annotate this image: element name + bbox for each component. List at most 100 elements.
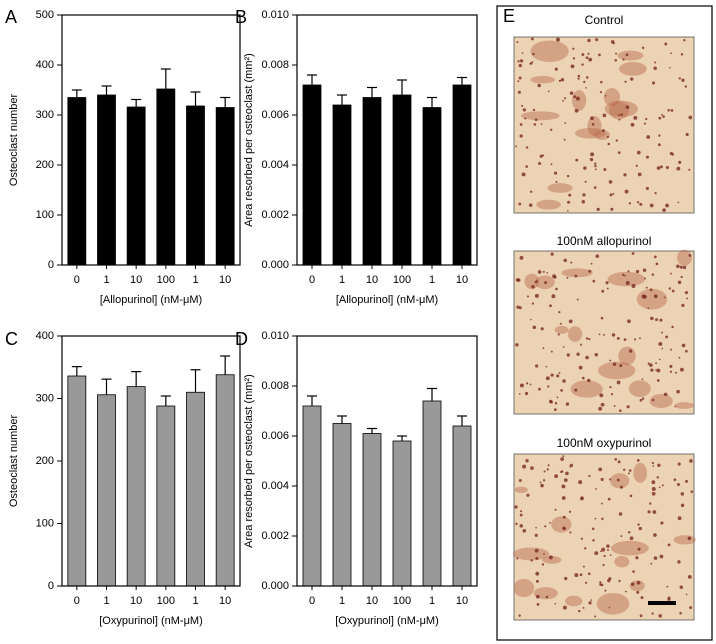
cell: [574, 274, 578, 278]
cell: [535, 556, 539, 560]
cell: [529, 190, 533, 194]
cell: [622, 468, 626, 472]
cell: [594, 517, 597, 520]
cell: [651, 461, 655, 465]
y-tick-label: 0.008: [261, 380, 289, 392]
cell: [669, 364, 673, 368]
cell: [676, 166, 681, 171]
cell: [609, 193, 613, 197]
cell: [517, 90, 521, 94]
cell: [526, 295, 530, 298]
y-axis-label: Osteoclast number: [8, 415, 20, 508]
cell: [518, 393, 521, 395]
cell: [657, 463, 661, 467]
y-tick-label: 0.006: [261, 430, 289, 442]
stain-patch: [571, 89, 587, 111]
cell: [584, 180, 587, 183]
cell: [623, 173, 627, 177]
cell: [641, 294, 646, 299]
cell: [606, 135, 609, 138]
x-tick-label: 10: [456, 595, 468, 607]
cell: [599, 393, 604, 398]
cell: [565, 471, 569, 476]
cell: [670, 109, 674, 112]
cell: [578, 480, 583, 485]
cell: [579, 343, 583, 346]
cell: [545, 595, 549, 599]
y-tick-label: 0: [48, 580, 54, 592]
cell: [635, 269, 640, 274]
y-tick-label: 0.008: [261, 59, 289, 71]
cell: [616, 478, 620, 482]
y-tick-label: 300: [36, 109, 54, 121]
stain-patch: [575, 128, 606, 139]
cell: [625, 105, 630, 109]
stain-patch: [542, 556, 562, 564]
cell: [688, 115, 693, 120]
cell: [676, 483, 680, 487]
cell: [575, 158, 579, 162]
cell: [516, 305, 520, 309]
cell: [594, 551, 599, 556]
bar: [126, 106, 146, 266]
cell: [534, 118, 538, 122]
cell: [638, 526, 642, 531]
cell: [572, 47, 575, 50]
cell: [539, 481, 542, 484]
cell: [587, 572, 591, 576]
cell: [556, 37, 560, 42]
y-tick-label: 300: [36, 392, 54, 404]
cell: [680, 492, 685, 496]
cell: [574, 108, 579, 113]
cell: [594, 352, 598, 357]
cell: [590, 116, 594, 121]
cell: [520, 510, 523, 513]
stain-patch: [524, 273, 540, 290]
cell: [665, 165, 669, 170]
x-tick-label: 10: [130, 595, 142, 607]
cell: [577, 77, 580, 80]
panel-label: C: [5, 329, 18, 349]
cell: [574, 388, 578, 392]
stain-patch: [603, 88, 621, 107]
cell: [562, 379, 566, 383]
y-tick-label: 200: [36, 455, 54, 467]
x-tick-label: 10: [366, 274, 378, 286]
cell: [514, 505, 518, 509]
cell: [600, 316, 604, 320]
cell: [675, 371, 677, 374]
cell: [583, 80, 586, 84]
cell: [532, 325, 537, 330]
cell: [651, 398, 655, 402]
cell: [593, 186, 597, 189]
y-tick-label: 0.004: [261, 159, 289, 171]
cell: [677, 560, 681, 564]
cell: [627, 270, 630, 273]
cell: [653, 255, 657, 259]
cell: [643, 122, 646, 125]
cell: [652, 465, 655, 467]
cell: [659, 318, 663, 322]
cell: [554, 602, 557, 605]
cell: [651, 273, 655, 276]
cell: [535, 526, 537, 529]
cell: [655, 262, 659, 266]
cell: [525, 459, 529, 463]
cell: [667, 543, 671, 547]
cell: [553, 171, 558, 175]
cell: [515, 145, 518, 148]
cell: [635, 556, 639, 560]
cell: [628, 472, 630, 475]
x-axis-label: [Allopurinol] (nM-μM): [336, 294, 438, 306]
cell: [601, 547, 606, 552]
cell: [562, 605, 567, 610]
cell: [688, 168, 691, 171]
cell: [567, 200, 571, 204]
cell: [616, 380, 621, 385]
cell: [540, 123, 543, 125]
cell: [599, 581, 602, 584]
cell: [544, 281, 547, 285]
cell: [654, 192, 657, 195]
cell: [653, 66, 657, 71]
y-tick-label: 0.000: [261, 259, 289, 271]
